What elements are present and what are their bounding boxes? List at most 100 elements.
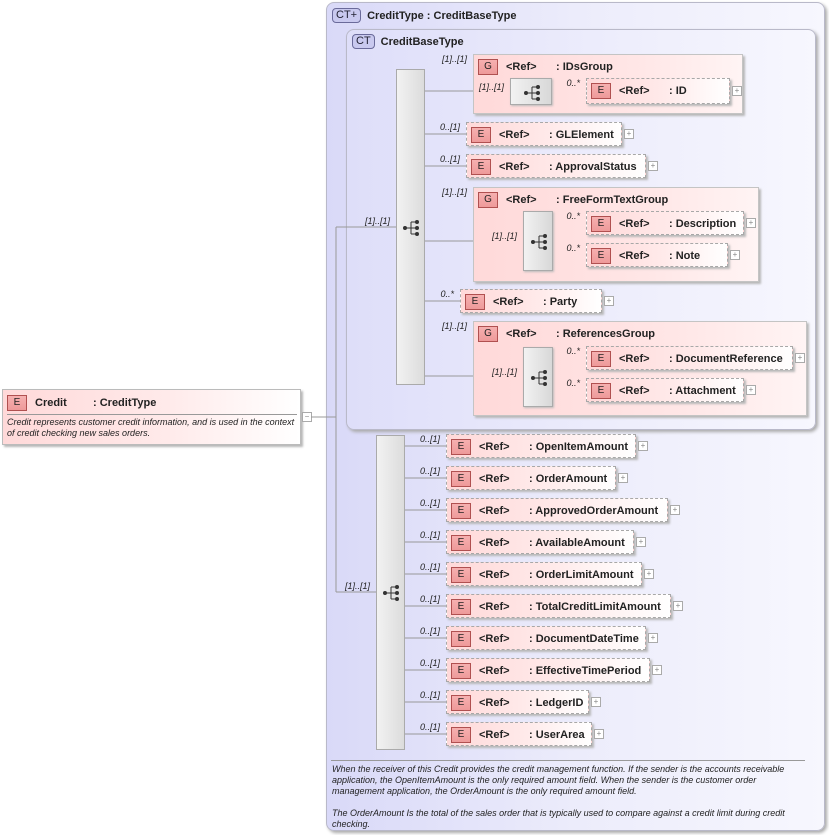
element-icon: E — [591, 351, 611, 367]
cardinality-label: 0..[1] — [439, 122, 460, 132]
element-documentdatetime[interactable]: E <Ref>: DocumentDateTime — [446, 626, 646, 650]
expand-plus-icon[interactable]: + — [670, 505, 680, 515]
node-name: : DocumentReference — [669, 353, 783, 365]
expand-plus-icon[interactable]: + — [746, 218, 756, 228]
complex-type-documentation: When the receiver of this Credit provide… — [332, 764, 802, 830]
cardinality-label: 0..[1] — [419, 690, 440, 700]
cardinality-label: [1]..[1] — [478, 81, 504, 92]
cardinality-label: 0..[1] — [419, 626, 440, 636]
element-totalcreditlimitamount[interactable]: E <Ref>: TotalCreditLimitAmount — [446, 594, 671, 618]
expand-plus-icon[interactable]: + — [638, 441, 648, 451]
expand-plus-icon[interactable]: + — [795, 353, 805, 363]
element-icon: E — [471, 159, 491, 175]
element-userarea[interactable]: E <Ref>: UserArea — [446, 722, 592, 746]
complex-type-extension-icon: CT+ — [332, 8, 362, 23]
node-header: E <Ref>: Description — [591, 216, 736, 232]
cardinality-label: [1]..[1] — [441, 321, 467, 331]
cardinality-label: [1]..[1] — [441, 187, 467, 197]
node-name: : ID — [669, 85, 687, 97]
node-name: : ApprovalStatus — [549, 161, 637, 173]
node-name: : DocumentDateTime — [529, 633, 639, 645]
node-header: E <Ref> : Attachment — [591, 383, 736, 399]
cardinality-label: [1]..[1] — [364, 216, 390, 226]
expand-plus-icon[interactable]: + — [730, 250, 740, 260]
node-name: : FreeFormTextGroup — [556, 194, 669, 206]
cardinality-label: 0..[1] — [419, 498, 440, 508]
node-header: E <Ref> : DocumentReference — [591, 351, 783, 367]
doc-paragraph-2: The OrderAmount Is the total of the sale… — [332, 808, 785, 829]
node-name: : ReferencesGroup — [556, 328, 656, 340]
element-orderamount[interactable]: E <Ref>: OrderAmount — [446, 466, 616, 490]
ref-label: <Ref> — [479, 473, 510, 485]
expand-plus-icon[interactable]: + — [594, 729, 604, 739]
node-header: E <Ref>: UserArea — [451, 727, 585, 743]
element-ledgerid[interactable]: E <Ref>: LedgerID — [446, 690, 589, 714]
cardinality-label: 0..* — [566, 378, 580, 388]
cardinality-label: 0..[1] — [419, 658, 440, 668]
ref-label: <Ref> — [506, 194, 537, 206]
group-sequence — [523, 347, 553, 407]
node-header: E <Ref>: Party — [465, 294, 577, 310]
element-documentreference[interactable]: E <Ref> : DocumentReference — [586, 346, 793, 370]
element-approvalstatus[interactable]: E <Ref>: ApprovalStatus — [466, 154, 646, 178]
element-icon: E — [451, 695, 471, 711]
node-name: : GLElement — [549, 129, 614, 141]
complex-type-title: CreditType : CreditBaseType — [367, 9, 517, 22]
expand-plus-icon[interactable]: + — [746, 385, 756, 395]
element-party[interactable]: E <Ref>: Party — [460, 289, 602, 313]
expand-plus-icon[interactable]: + — [648, 161, 658, 171]
expand-plus-icon[interactable]: + — [624, 129, 634, 139]
expand-plus-icon[interactable]: + — [604, 296, 614, 306]
ref-label: <Ref> — [619, 385, 650, 397]
element-icon: E — [591, 383, 611, 399]
expand-plus-icon[interactable]: + — [636, 537, 646, 547]
root-element-credit[interactable]: E Credit : CreditType Credit represents … — [2, 389, 301, 445]
node-header: E <Ref>: DocumentDateTime — [451, 631, 639, 647]
element-icon: E — [451, 727, 471, 743]
expand-plus-icon[interactable]: + — [591, 697, 601, 707]
element-openitemamount[interactable]: E <Ref>: OpenItemAmount — [446, 434, 636, 458]
sequence-bar-base — [396, 69, 425, 385]
element-effectivetimeperiod[interactable]: E <Ref>: EffectiveTimePeriod — [446, 658, 650, 682]
group-icon: G — [478, 59, 498, 75]
node-header: E <Ref>: OrderAmount — [451, 471, 607, 487]
element-icon: E — [591, 83, 611, 99]
element-icon: E — [451, 599, 471, 615]
node-name: : LedgerID — [529, 697, 584, 709]
cardinality-label: [1]..[1] — [491, 367, 517, 377]
expand-plus-icon[interactable]: + — [644, 569, 654, 579]
node-header: E <Ref>: ApprovedOrderAmount — [451, 503, 658, 519]
ref-label: <Ref> — [493, 296, 524, 308]
expand-plus-icon[interactable]: + — [648, 633, 658, 643]
expand-plus-icon[interactable]: + — [618, 473, 628, 483]
ref-label: <Ref> — [619, 353, 650, 365]
node-header: E <Ref>: EffectiveTimePeriod — [451, 663, 641, 679]
ref-label: <Ref> — [479, 665, 510, 677]
root-separator — [7, 414, 297, 415]
element-note[interactable]: E <Ref>: Note — [586, 243, 728, 267]
ref-label: <Ref> — [619, 85, 650, 97]
cardinality-label: 0..[1] — [419, 434, 440, 444]
element-attachment[interactable]: E <Ref> : Attachment — [586, 378, 744, 402]
node-name: : Attachment — [669, 385, 736, 397]
doc-separator — [331, 760, 805, 761]
element-icon: E — [451, 439, 471, 455]
expand-plus-icon[interactable]: + — [652, 665, 662, 675]
cardinality-label: [1]..[1] — [491, 231, 517, 241]
node-name: : ApprovedOrderAmount — [529, 505, 659, 517]
cardinality-label: [1]..[1] — [344, 581, 370, 591]
element-approvedorderamount[interactable]: E <Ref>: ApprovedOrderAmount — [446, 498, 668, 522]
root-type: : CreditType — [93, 397, 157, 409]
element-glelement[interactable]: E <Ref>: GLElement — [466, 122, 622, 146]
element-description[interactable]: E <Ref>: Description — [586, 211, 744, 235]
complex-type-icon: CT — [352, 34, 375, 49]
node-name: : Description — [669, 218, 737, 230]
ref-label: <Ref> — [619, 218, 650, 230]
element-id[interactable]: E <Ref> : ID — [586, 78, 730, 104]
expand-plus-icon[interactable]: + — [673, 601, 683, 611]
expand-plus-icon[interactable]: + — [732, 86, 742, 96]
cardinality-label: 0..* — [440, 289, 454, 299]
element-orderlimitamount[interactable]: E <Ref>: OrderLimitAmount — [446, 562, 642, 586]
node-header: G <Ref>: IDsGroup — [478, 59, 613, 75]
element-availableamount[interactable]: E <Ref>: AvailableAmount — [446, 530, 634, 554]
